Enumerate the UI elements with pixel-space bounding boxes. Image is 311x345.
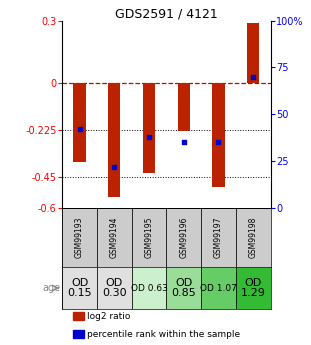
Text: GSM99193: GSM99193 (75, 217, 84, 258)
Point (251, 74, 256, 80)
Bar (247, 23, 259, 83)
Point (216, 140, 221, 145)
Bar (166, 208, 201, 267)
Text: log2 ratio: log2 ratio (87, 312, 131, 321)
Bar (201, 208, 236, 267)
Text: GSM99194: GSM99194 (110, 217, 119, 258)
Bar (178, 83, 190, 131)
Point (77, 127, 82, 132)
Bar (97, 267, 132, 309)
Bar (236, 208, 271, 267)
Point (146, 134, 151, 139)
Text: GSM99198: GSM99198 (249, 217, 258, 258)
Text: OD
0.85: OD 0.85 (171, 278, 196, 298)
Text: OD
0.30: OD 0.30 (102, 278, 127, 298)
Text: percentile rank within the sample: percentile rank within the sample (87, 330, 240, 339)
Bar (166, 267, 201, 309)
Point (181, 140, 186, 145)
Bar (62, 267, 97, 309)
Text: GSM99196: GSM99196 (179, 217, 188, 258)
Bar (212, 83, 225, 187)
Bar (236, 267, 271, 309)
Text: OD
1.29: OD 1.29 (241, 278, 266, 298)
Bar (132, 267, 166, 309)
Bar (97, 208, 132, 267)
Text: OD
0.15: OD 0.15 (67, 278, 92, 298)
Bar (108, 83, 120, 197)
Bar (72, 330, 84, 338)
Text: GSM99195: GSM99195 (145, 217, 154, 258)
Bar (201, 267, 236, 309)
Bar (143, 83, 155, 172)
Bar (62, 208, 97, 267)
Text: OD 1.07: OD 1.07 (200, 284, 237, 293)
Title: GDS2591 / 4121: GDS2591 / 4121 (115, 8, 218, 21)
Bar (132, 208, 166, 267)
Text: GSM99197: GSM99197 (214, 217, 223, 258)
Text: OD 0.63: OD 0.63 (131, 284, 167, 293)
Bar (72, 312, 84, 321)
Point (112, 164, 117, 169)
Bar (73, 83, 86, 162)
Text: age: age (42, 283, 60, 293)
